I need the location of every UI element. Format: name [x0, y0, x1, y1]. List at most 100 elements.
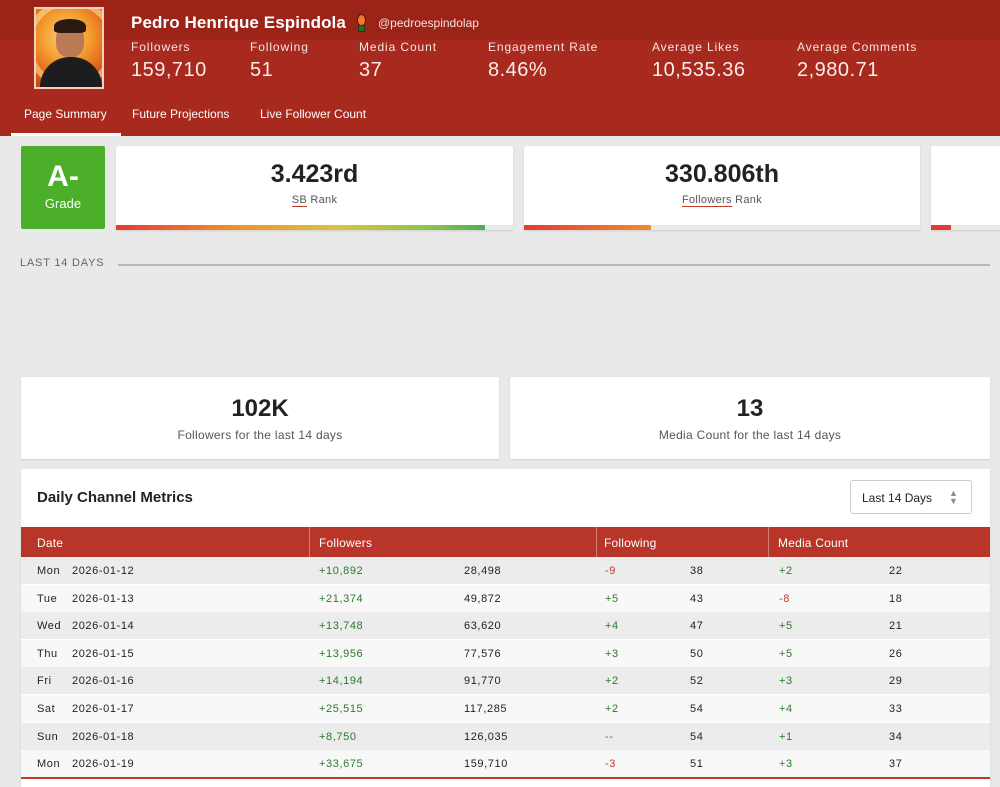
cell-following-delta: +5: [605, 592, 619, 605]
cell-followers-delta: +14,194: [319, 675, 364, 688]
cell-date: 2026-01-19: [72, 758, 135, 771]
cell-date: 2026-01-18: [72, 730, 135, 743]
stat-label: Average Likes: [652, 40, 740, 54]
rank-progress-bar: [116, 225, 513, 230]
cell-media-delta: +3: [779, 675, 793, 688]
cell-followers-delta: +8,750: [319, 730, 357, 743]
stat-value: 2,980.71: [797, 59, 879, 81]
cell-media: 29: [889, 675, 903, 688]
table-row: Mon 2026-01-12 +10,892 28,498 -9 38 +2 22: [21, 557, 990, 584]
cell-media: 18: [889, 592, 903, 605]
table-row: Thu 2026-01-15 +13,956 77,576 +3 50 +5 26: [21, 639, 990, 667]
stat-followers: Followers 159,710: [131, 40, 207, 82]
table-bottom-border: [21, 777, 990, 779]
stat-engagement-rate: Engagement Rate 8.46%: [488, 40, 598, 82]
cell-media: 22: [889, 565, 903, 577]
rank-suffix: Rank: [307, 194, 338, 206]
cell-media-delta: +3: [779, 758, 793, 771]
rank-abbr[interactable]: SB: [291, 194, 308, 207]
tab-future-projections[interactable]: Future Projections: [132, 107, 230, 121]
cell-followers: 126,035: [464, 730, 508, 743]
profile-handle[interactable]: @pedroespindolap: [378, 16, 479, 30]
cell-following: 43: [690, 592, 704, 605]
rank-value: 330.806th: [665, 160, 779, 188]
sb-rank-card: 3.423rd SB Rank: [116, 146, 513, 230]
cell-followers: 49,872: [464, 592, 502, 605]
tab-live-follower-count[interactable]: Live Follower Count: [260, 107, 367, 121]
profile-header: Pedro Henrique Espindola @pedroespindola…: [0, 0, 1000, 95]
cell-followers-delta: +10,892: [319, 565, 364, 577]
cell-followers: 117,285: [464, 703, 508, 715]
cell-following: 54: [690, 703, 704, 715]
fire-badge-icon: [355, 14, 368, 32]
summary-value: 102K: [231, 395, 289, 422]
active-tab-indicator: [11, 133, 121, 136]
cell-media: 34: [889, 730, 903, 743]
cell-media: 33: [889, 703, 903, 715]
cell-date: 2026-01-15: [72, 647, 135, 660]
rank-abbr[interactable]: Followers: [681, 194, 732, 207]
rank-progress-fill: [931, 225, 951, 230]
summary-value: 13: [736, 395, 764, 422]
grade-card: A- Grade: [21, 146, 105, 229]
avatar: [34, 7, 104, 89]
tab-page-summary[interactable]: Page Summary: [24, 107, 107, 121]
rank-progress-fill: [524, 225, 651, 230]
stat-label: Average Comments: [797, 40, 918, 54]
table-row: Sun 2026-01-18 +8,750 126,035 -- 54 +1 34: [21, 722, 990, 750]
cell-followers: 63,620: [464, 620, 502, 633]
stat-value: 51: [250, 59, 274, 81]
cell-media: 21: [889, 620, 903, 633]
cell-following-delta: +4: [605, 620, 619, 633]
rank-suffix: Rank: [731, 194, 763, 206]
followers-rank-card: 330.806th Followers Rank: [524, 146, 920, 230]
cell-media: 37: [889, 758, 903, 771]
stat-label: Media Count: [359, 40, 437, 54]
date-range-value: Last 14 Days: [862, 491, 933, 505]
cell-following: 38: [690, 565, 704, 577]
column-header-media-count[interactable]: Media Count: [778, 536, 849, 550]
column-separator: [596, 527, 597, 557]
cell-following-delta: +2: [605, 703, 619, 715]
profile-name: Pedro Henrique Espindola: [131, 13, 346, 32]
cell-day: Sat: [37, 703, 56, 715]
cell-following: 47: [690, 620, 704, 633]
column-header-following[interactable]: Following: [604, 536, 657, 550]
stat-value: 8.46%: [488, 59, 548, 81]
table-header: Date Followers Following Media Count: [21, 527, 990, 557]
stat-label: Engagement Rate: [488, 40, 599, 54]
rank-value: 3.423rd: [270, 160, 359, 188]
cell-day: Wed: [37, 620, 62, 633]
cell-media-delta: +5: [779, 620, 793, 633]
table-row: Sat 2026-01-17 +25,515 117,285 +2 54 +4 33: [21, 695, 990, 722]
cell-following-delta: -9: [605, 565, 616, 577]
grade-value: A-: [47, 160, 79, 193]
cell-followers-delta: +13,956: [319, 647, 364, 660]
column-header-followers[interactable]: Followers: [319, 536, 373, 550]
cell-media-delta: -8: [779, 592, 790, 605]
tab-bar: Page Summary Future Projections Live Fol…: [0, 95, 1000, 136]
cell-followers: 91,770: [464, 675, 502, 688]
metrics-title: Daily Channel Metrics: [37, 489, 193, 506]
stat-label: Followers: [131, 40, 191, 54]
cell-followers-delta: +25,515: [319, 703, 364, 715]
column-header-date[interactable]: Date: [37, 536, 64, 550]
cell-day: Fri: [37, 675, 52, 688]
partial-rank-card: [931, 146, 1000, 230]
table-row: Wed 2026-01-14 +13,748 63,620 +4 47 +5 21: [21, 612, 990, 640]
cell-followers-delta: +13,748: [319, 620, 364, 633]
cell-followers: 159,710: [464, 758, 508, 771]
cell-following: 54: [690, 730, 704, 743]
select-arrows-icon: ▲ ▼: [949, 488, 958, 506]
date-range-select[interactable]: Last 14 Days ▲ ▼: [850, 480, 972, 514]
rank-progress-fill: [116, 225, 486, 230]
followers-summary-card: 102K Followers for the last 14 days: [21, 377, 499, 459]
header-band: [0, 0, 1000, 40]
media-summary-card: 13 Media Count for the last 14 days: [510, 377, 990, 459]
summary-label: Media Count for the last 14 days: [658, 428, 842, 442]
cell-following-delta: +3: [605, 647, 619, 660]
cell-followers: 28,498: [464, 565, 502, 577]
table-row: Tue 2026-01-13 +21,374 49,872 +5 43 -8 18: [21, 584, 990, 612]
stat-average-comments: Average Comments 2,980.71: [797, 40, 917, 82]
cell-following-delta: +2: [605, 675, 619, 688]
